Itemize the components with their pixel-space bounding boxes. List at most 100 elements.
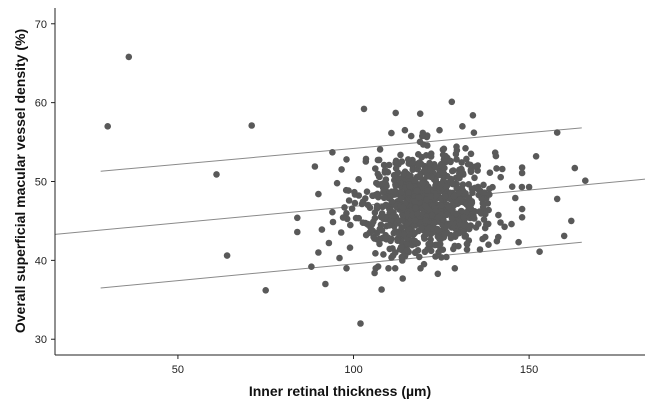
data-point — [470, 129, 478, 136]
data-point — [395, 230, 403, 237]
axis-ticks: 50 100 150 30 40 50 60 70 — [35, 19, 539, 376]
data-point — [416, 138, 424, 146]
data-point — [451, 265, 459, 272]
data-point — [462, 209, 470, 216]
y-tick-label-40: 40 — [35, 255, 47, 267]
data-point — [399, 203, 407, 211]
data-point — [415, 161, 423, 169]
data-point — [394, 169, 402, 176]
data-point — [467, 150, 475, 158]
data-point — [397, 194, 405, 201]
data-point — [355, 192, 363, 199]
data-point — [351, 199, 359, 207]
data-point — [387, 237, 394, 245]
data-point — [373, 192, 380, 199]
data-point — [436, 240, 444, 248]
data-point — [486, 191, 493, 198]
data-point — [432, 192, 440, 200]
data-point — [450, 192, 458, 200]
data-point — [485, 241, 492, 248]
y-axis-title: Overall superficial macular vessel densi… — [12, 29, 28, 333]
data-point — [427, 153, 435, 160]
data-point — [441, 230, 448, 238]
data-point — [492, 152, 500, 160]
data-point — [413, 187, 421, 195]
data-point — [381, 166, 389, 174]
data-point — [358, 200, 366, 208]
data-point-outlier — [416, 110, 424, 117]
data-point — [407, 132, 415, 140]
data-point-outlier — [329, 149, 336, 156]
data-point — [434, 226, 442, 234]
data-point — [499, 165, 506, 173]
data-point — [415, 194, 422, 201]
data-point — [400, 231, 408, 238]
data-point-outlier — [294, 228, 301, 236]
data-point — [388, 198, 396, 205]
fit-line-upper — [100, 127, 582, 172]
data-point — [446, 157, 453, 165]
data-point — [418, 224, 425, 232]
data-point — [362, 231, 370, 239]
data-point-outlier — [104, 123, 111, 130]
data-point — [381, 235, 389, 242]
data-point — [421, 167, 429, 174]
data-point-outlier — [315, 249, 322, 256]
data-point — [374, 170, 382, 178]
data-point-outlier — [311, 163, 319, 170]
data-point-outlier — [568, 217, 575, 225]
data-point — [398, 224, 406, 231]
data-point — [465, 181, 473, 188]
data-point — [452, 150, 460, 158]
data-point — [372, 250, 379, 257]
data-point — [347, 221, 354, 229]
data-point — [416, 253, 423, 261]
data-point — [362, 158, 370, 165]
data-point — [480, 216, 488, 223]
data-point — [406, 183, 414, 190]
data-point — [497, 219, 504, 226]
fit-line-lower — [100, 241, 582, 289]
data-point — [404, 156, 412, 163]
data-point — [371, 209, 379, 216]
data-point — [422, 217, 430, 224]
data-point-outlier — [571, 164, 579, 172]
data-point — [452, 210, 460, 218]
data-point — [421, 248, 429, 256]
data-point — [404, 246, 411, 254]
data-point — [439, 221, 446, 229]
data-point — [467, 168, 475, 176]
data-point — [460, 221, 467, 229]
data-point-outlier — [336, 254, 343, 262]
data-point-outlier — [315, 190, 322, 198]
data-point-outlier — [371, 269, 378, 277]
data-point — [441, 193, 449, 200]
data-point — [392, 159, 399, 167]
data-point — [411, 222, 418, 229]
data-point — [339, 214, 347, 221]
data-point-outlier — [515, 238, 522, 246]
data-point — [386, 222, 393, 229]
data-point-outlier — [536, 248, 543, 255]
data-point — [411, 217, 419, 224]
data-point — [419, 180, 427, 187]
data-point — [400, 170, 408, 178]
data-point — [355, 214, 363, 222]
data-point — [476, 246, 484, 253]
data-point — [469, 189, 476, 196]
data-point-outlier — [318, 226, 326, 233]
data-point — [386, 245, 394, 253]
data-point — [508, 183, 516, 190]
data-point — [373, 229, 381, 237]
data-point-outlier — [399, 275, 407, 282]
data-point — [440, 216, 447, 224]
data-point — [375, 156, 383, 164]
data-point — [453, 143, 460, 150]
x-tick-label-100: 100 — [344, 364, 362, 376]
data-points — [104, 53, 589, 327]
data-point-outlier — [325, 239, 333, 247]
data-point — [474, 162, 482, 169]
data-point — [484, 200, 492, 207]
data-point — [493, 165, 500, 172]
data-point — [420, 260, 428, 268]
